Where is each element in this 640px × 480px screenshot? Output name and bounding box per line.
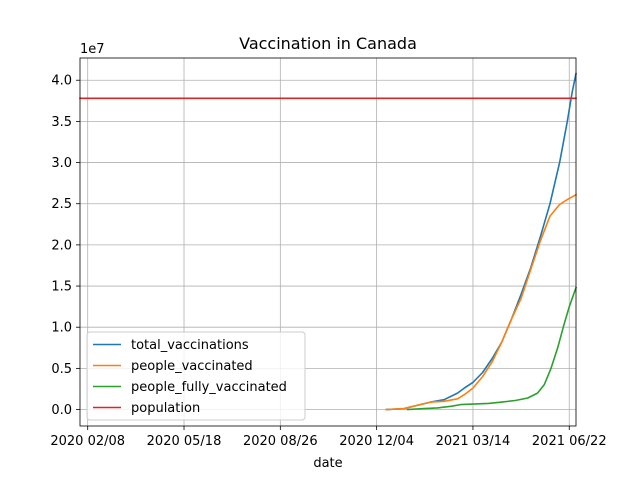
y-axis-offset-label: 1e7	[80, 42, 105, 57]
y-tick-label: 0.5	[51, 362, 72, 377]
y-tick-label: 0.0	[51, 403, 72, 418]
y-tick-label: 2.5	[51, 197, 72, 212]
legend-label-total-vaccinations: total_vaccinations	[131, 338, 249, 353]
x-tick-label: 2020 02/08	[50, 434, 125, 449]
chart-title: Vaccination in Canada	[239, 34, 417, 53]
y-tick-label: 1.5	[51, 280, 72, 295]
series-line-people-vaccinated	[385, 193, 578, 411]
x-tick-label: 2020 05/18	[147, 434, 222, 449]
y-tick-label: 2.0	[51, 238, 72, 253]
x-tick-label: 2021 03/14	[436, 434, 511, 449]
legend-label-people-vaccinated: people_vaccinated	[131, 359, 253, 374]
x-tick-label: 2020 08/26	[243, 434, 318, 449]
axis-ticks: 2020 02/08 2020 05/18 2020 08/26 2020 12/04…	[50, 74, 606, 449]
legend: total_vaccinations people_vaccinatedpeopl…	[86, 331, 306, 421]
series-line-people-fully-vaccinated	[406, 286, 578, 411]
x-tick-label: 2021 06/22	[532, 434, 607, 449]
x-tick-label: 2020 12/04	[339, 434, 414, 449]
legend-box	[86, 331, 306, 421]
y-tick-label: 4.0	[51, 74, 72, 89]
x-axis-label: date	[313, 456, 342, 471]
series-layer	[79, 72, 578, 411]
legend-label-people-fully-vaccinated: people_fully_vaccinated	[131, 380, 287, 395]
legend-label-population: population	[131, 401, 200, 416]
plot-frame	[79, 57, 577, 427]
y-tick-label: 3.5	[51, 115, 72, 130]
y-tick-label: 3.0	[51, 156, 72, 171]
y-tick-label: 1.0	[51, 321, 72, 336]
